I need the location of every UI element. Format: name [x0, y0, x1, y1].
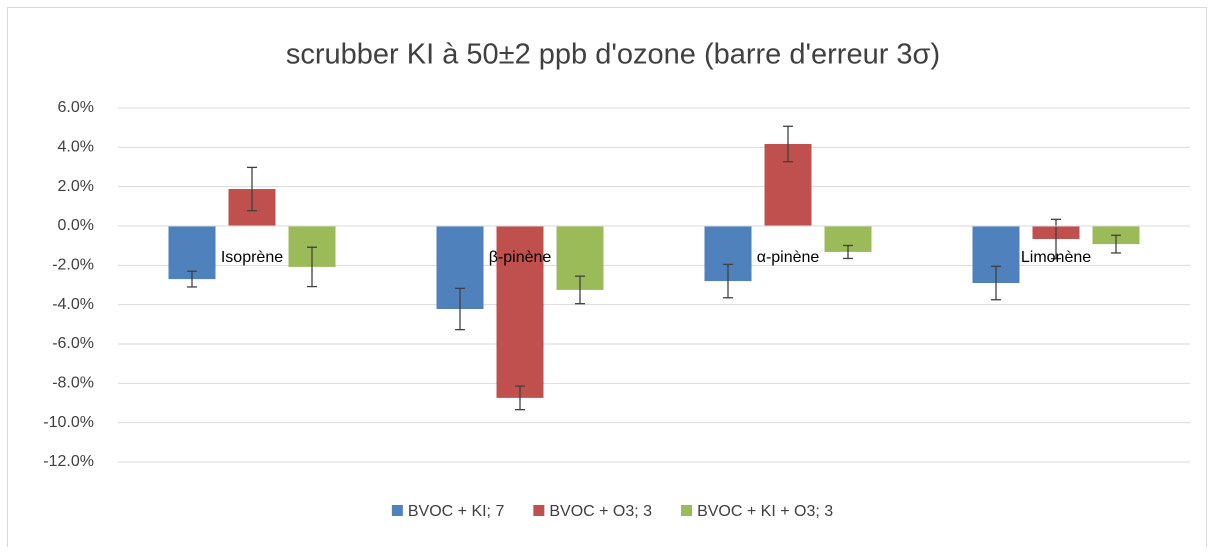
y-tick-label: -4.0% — [52, 296, 94, 313]
y-tick-label: 6.0% — [58, 99, 94, 116]
category-label: α-pinène — [757, 249, 820, 266]
category-label: β-pinène — [489, 249, 552, 266]
y-tick-label: -6.0% — [52, 335, 94, 352]
y-tick-label: -2.0% — [52, 257, 94, 274]
y-tick-label: -8.0% — [52, 375, 94, 392]
category-label: Limonène — [1021, 249, 1091, 266]
legend-swatch — [391, 505, 403, 516]
bar — [168, 226, 216, 280]
chart-title: scrubber KI à 50±2 ppb d'ozone (barre d'… — [286, 39, 940, 71]
legend-label: BVOC + KI; 7 — [408, 503, 505, 520]
y-tick-label: -12.0% — [43, 453, 94, 470]
y-tick-label: 4.0% — [58, 139, 94, 156]
y-tick-label: 2.0% — [58, 178, 94, 195]
y-tick-label: -10.0% — [43, 414, 94, 431]
legend-swatch — [681, 505, 693, 516]
legend-swatch — [533, 505, 545, 516]
category-label: Isoprène — [221, 249, 283, 266]
y-tick-label: 0.0% — [58, 217, 94, 234]
legend-label: BVOC + O3; 3 — [549, 503, 652, 520]
bar — [496, 226, 544, 398]
legend-label: BVOC + KI + O3; 3 — [697, 503, 833, 520]
